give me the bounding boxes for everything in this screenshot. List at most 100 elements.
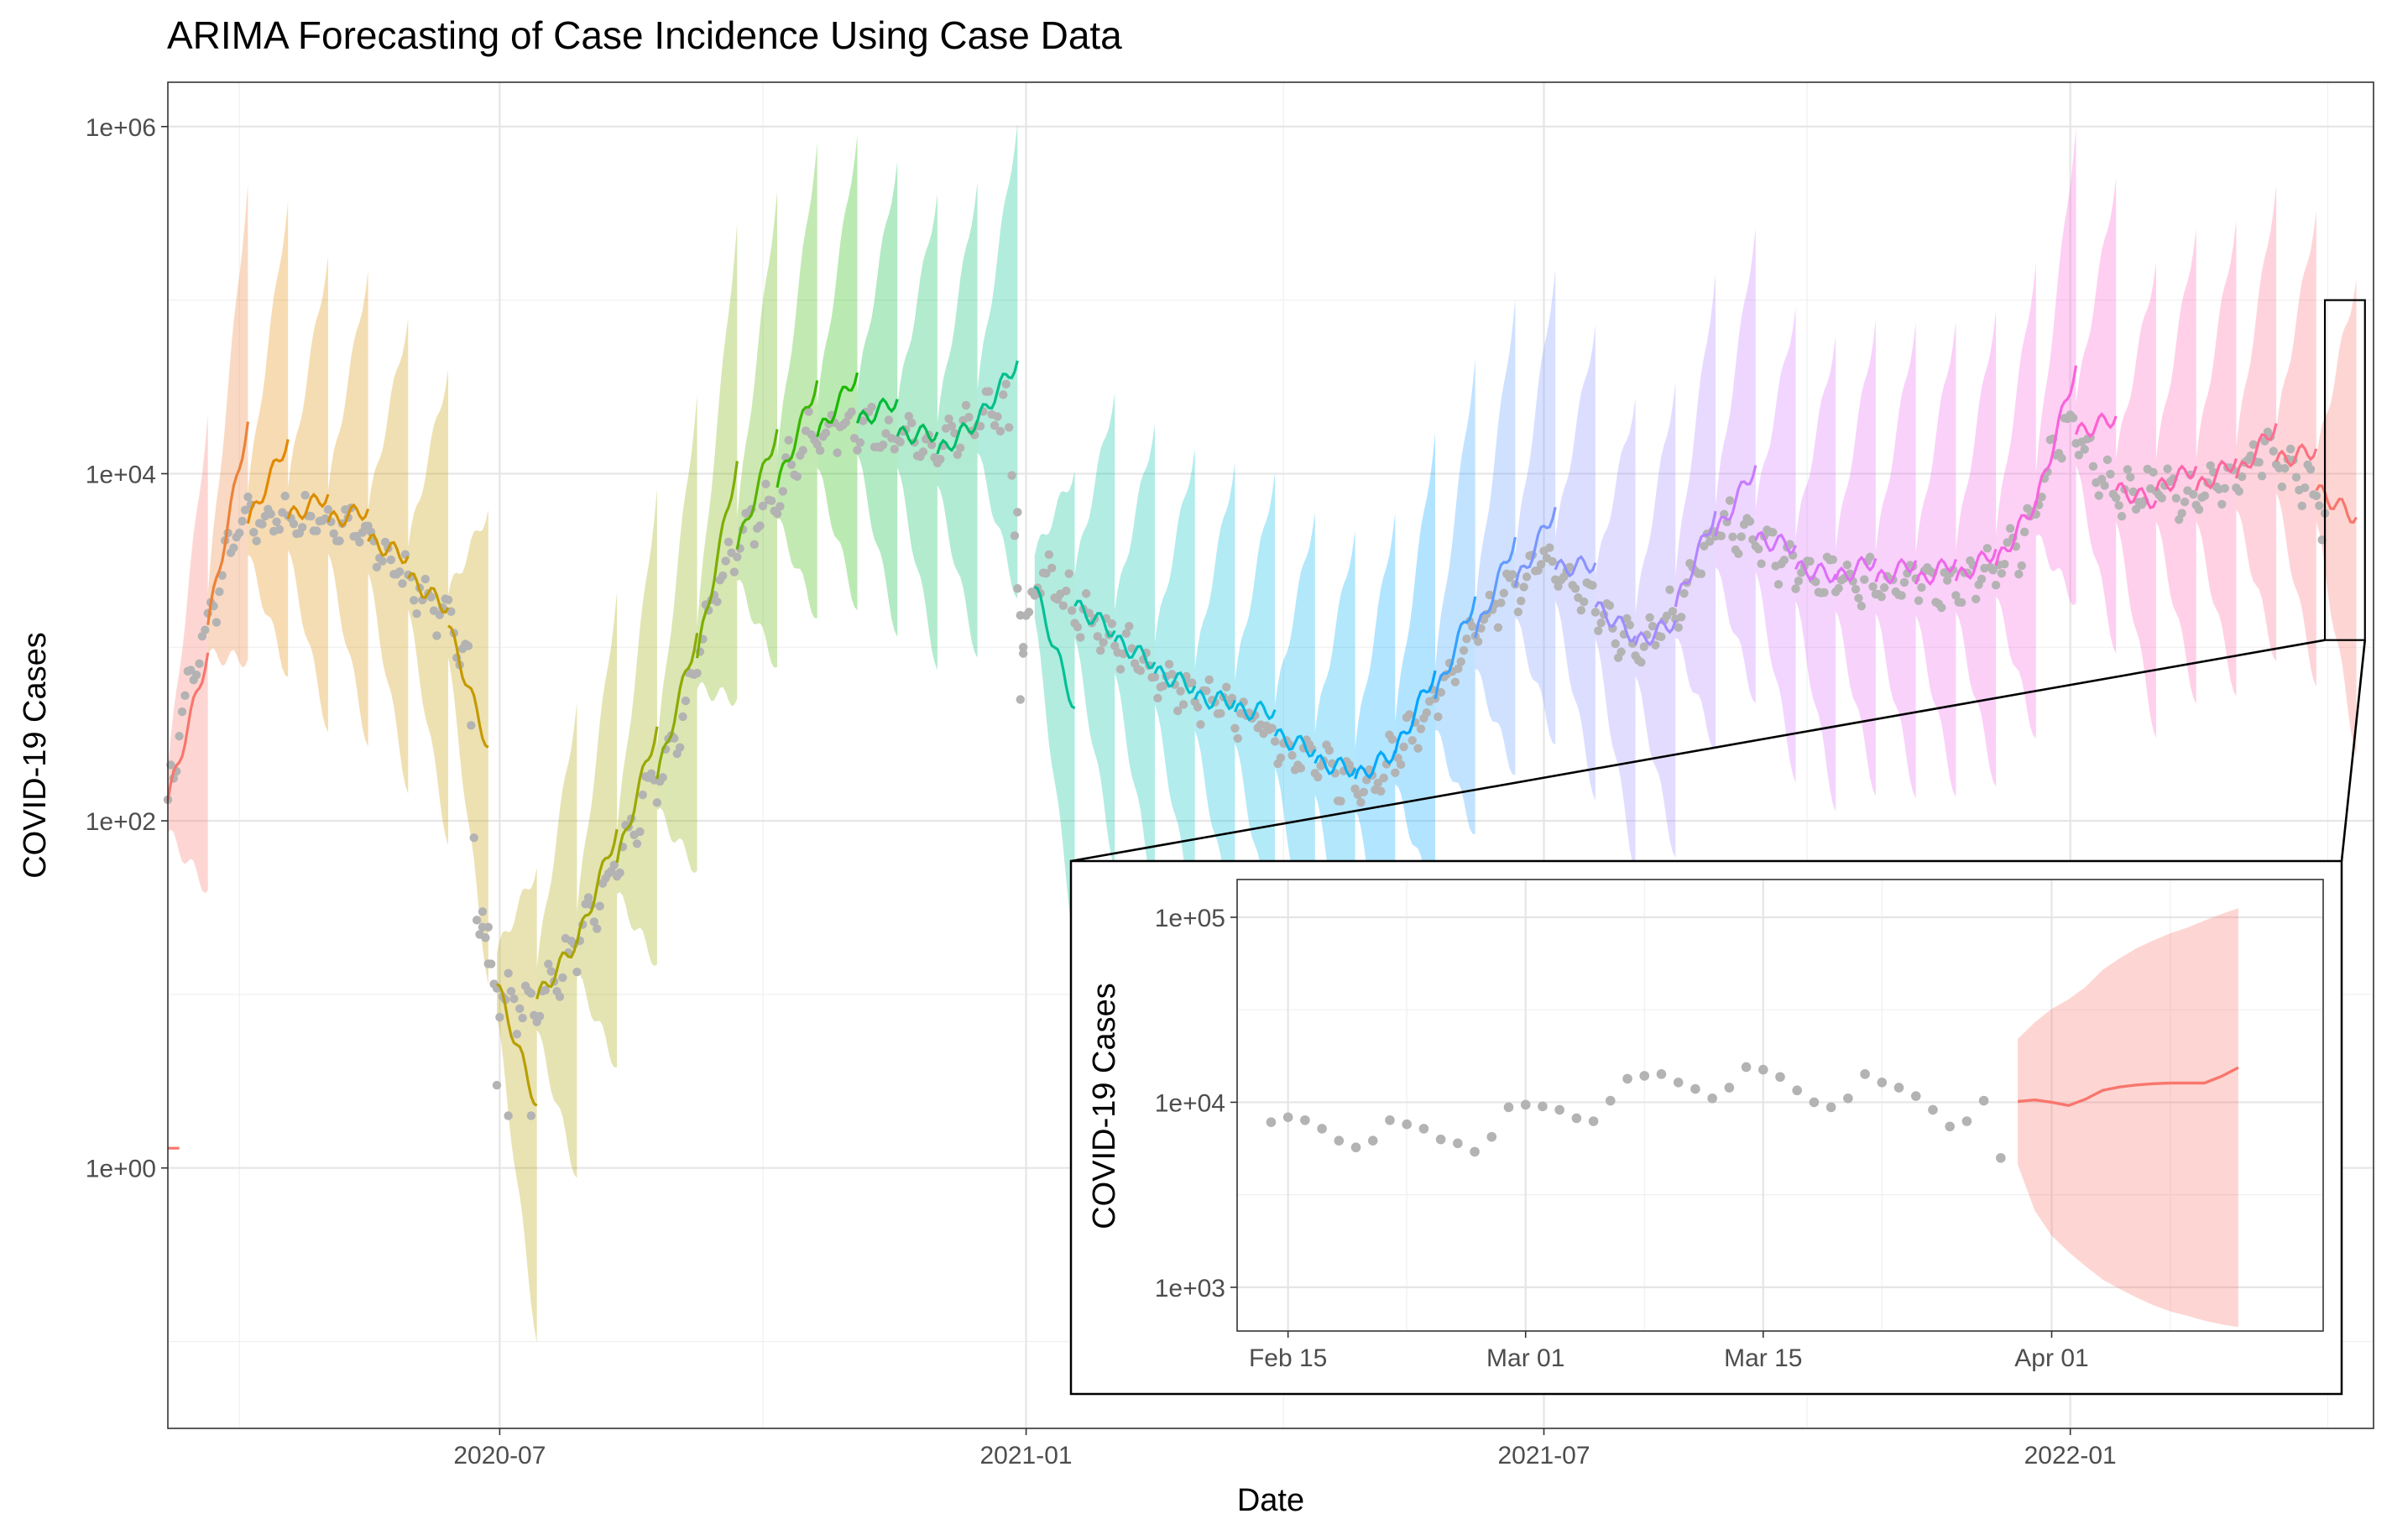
- observed-point: [1725, 496, 1735, 505]
- observed-point: [1716, 531, 1726, 540]
- observed-point: [1013, 584, 1022, 593]
- observed-point: [483, 959, 493, 968]
- observed-point: [481, 933, 490, 942]
- observed-point: [195, 659, 204, 668]
- observed-point: [1877, 592, 1886, 602]
- observed-point: [1545, 543, 1554, 552]
- observed-point: [961, 400, 971, 410]
- observed-point: [595, 901, 604, 911]
- inset-observed-point: [1385, 1115, 1395, 1125]
- observed-point: [755, 521, 765, 530]
- observed-point: [329, 529, 338, 539]
- observed-point: [412, 608, 421, 619]
- forecast-ribbon: [1716, 227, 1756, 703]
- forecast-line: [2315, 484, 2358, 524]
- y-tick-label: 1e+02: [86, 808, 156, 836]
- observed-point: [1625, 620, 1634, 629]
- observed-point: [1899, 577, 1909, 587]
- observed-point: [2291, 472, 2301, 482]
- observed-point: [1359, 787, 1368, 797]
- observed-point: [675, 743, 685, 752]
- observed-point: [944, 414, 953, 424]
- observed-point: [1044, 550, 1054, 560]
- observed-point: [518, 1013, 527, 1023]
- forecast-line: [406, 572, 450, 614]
- forecast-line: [1834, 555, 1878, 583]
- inset-observed-point: [1418, 1124, 1429, 1134]
- observed-point: [515, 1004, 525, 1013]
- observed-point: [1914, 596, 1924, 605]
- observed-point: [1164, 660, 1174, 669]
- observed-point: [758, 501, 768, 511]
- observed-point: [1757, 559, 1766, 568]
- observed-point: [786, 460, 796, 469]
- forecast-line: [1354, 749, 1397, 780]
- observed-point: [2246, 451, 2255, 461]
- observed-point: [1696, 569, 1706, 578]
- observed-point: [1674, 623, 1683, 632]
- observed-point: [544, 959, 553, 968]
- forecast-ribbon: [1074, 393, 1115, 869]
- observed-point: [713, 597, 722, 607]
- forecast-line: [2274, 442, 2318, 468]
- observed-point: [2114, 501, 2123, 510]
- observed-point: [821, 428, 831, 438]
- observed-point: [593, 924, 602, 933]
- observed-point: [1434, 712, 1443, 722]
- observed-point: [1580, 597, 1589, 607]
- observed-point: [1937, 603, 1946, 613]
- observed-point: [609, 860, 619, 869]
- inset-observed-point: [1690, 1083, 1700, 1094]
- observed-point: [1376, 786, 1386, 796]
- observed-point: [1493, 623, 1503, 632]
- observed-point: [483, 922, 493, 932]
- forecast-line: [1994, 500, 2038, 566]
- forecast-line: [1033, 585, 1076, 710]
- observed-point: [984, 387, 994, 396]
- observed-point: [2014, 569, 2024, 579]
- forecast-ribbon: [937, 182, 978, 658]
- observed-point: [1204, 675, 1214, 685]
- observed-point: [506, 986, 516, 996]
- forecast-line: [1594, 601, 1637, 643]
- y-tick-label: 1e+00: [86, 1156, 156, 1183]
- observed-point: [266, 509, 275, 519]
- observed-point: [2149, 467, 2158, 477]
- observed-point: [443, 595, 453, 605]
- observed-point: [1657, 632, 1666, 642]
- forecast-line: [896, 423, 939, 446]
- forecast-ribbon: [697, 223, 738, 707]
- observed-point: [1651, 640, 1660, 650]
- inset-forecast-ribbon: [2018, 908, 2238, 1328]
- observed-point: [300, 490, 310, 500]
- forecast-ribbon: [1956, 311, 1997, 787]
- observed-point: [1296, 764, 1305, 773]
- observed-point: [1753, 545, 1763, 554]
- observed-point: [558, 973, 567, 983]
- observed-point: [1153, 693, 1162, 703]
- observed-point: [323, 504, 333, 514]
- observed-point: [1982, 544, 1992, 553]
- observed-point: [2080, 445, 2089, 454]
- forecast-line: [1674, 510, 1717, 608]
- observed-point: [1988, 566, 1998, 575]
- observed-point: [1997, 568, 2007, 578]
- inset-observed-point: [1910, 1091, 1921, 1101]
- forecast-line: [735, 429, 779, 550]
- observed-point: [1857, 601, 1867, 611]
- forecast-ribbon: [656, 394, 697, 874]
- observed-point: [729, 567, 739, 577]
- observed-point: [2094, 491, 2103, 500]
- inset-observed-point: [1350, 1142, 1361, 1153]
- zoom-connector: [1070, 639, 2326, 863]
- observed-point: [467, 721, 476, 730]
- inset-forecast-line: [2017, 1066, 2239, 1108]
- observed-point: [1459, 645, 1469, 655]
- forecast-ribbon: [1435, 358, 1475, 835]
- inset-observed-point: [1367, 1135, 1378, 1146]
- forecast-ribbon: [1875, 322, 1916, 799]
- inset-axes: 1e+03 1e+04 1e+05 Feb 15 Mar 01 Mar 15 Apr 01: [1155, 905, 2089, 1372]
- forecast-line: [447, 624, 489, 749]
- observed-point: [1121, 629, 1131, 639]
- inset-observed-point: [1673, 1077, 1684, 1088]
